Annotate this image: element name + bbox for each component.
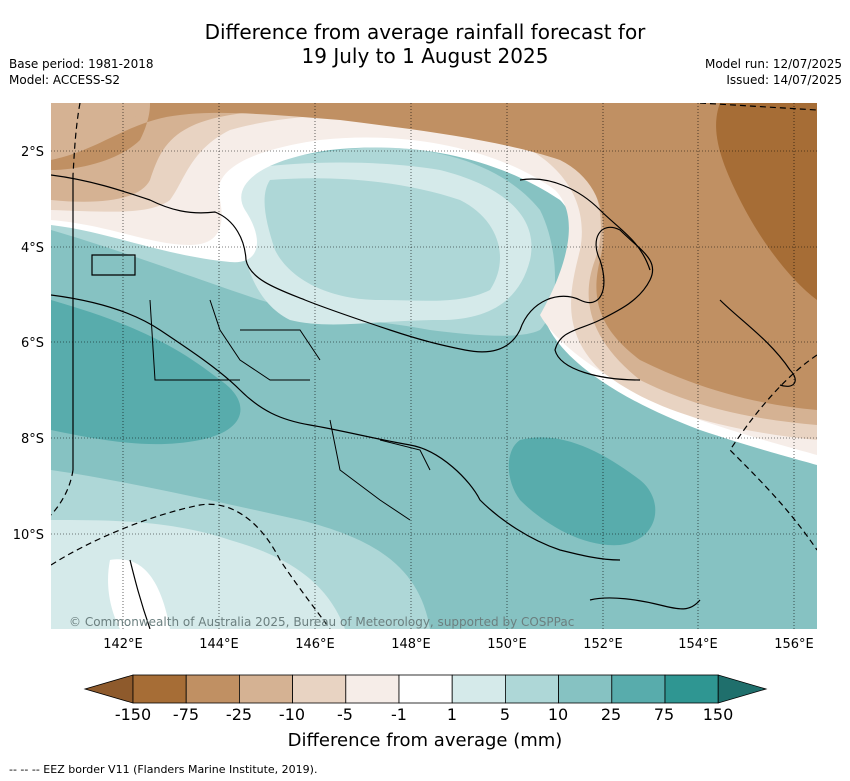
meta-right: Model run: 12/07/2025 Issued: 14/07/2025: [705, 56, 842, 88]
contour-brown-25-75: [51, 103, 817, 410]
lon-tick-labels: 142°E 144°E 146°E 148°E 150°E 152°E 154°…: [103, 637, 814, 652]
lon-tick-label: 144°E: [199, 637, 239, 652]
coastlines: [51, 174, 796, 629]
colorbar-label: 75: [654, 705, 674, 724]
colorbar-label: 5: [500, 705, 510, 724]
colorbar-extend-high: [717, 674, 768, 704]
colorbar-label: 150: [703, 705, 734, 724]
colorbar-cell: [345, 674, 400, 704]
lon-tick-label: 146°E: [295, 637, 335, 652]
colorbar-label: -1: [391, 705, 407, 724]
colorbar-cell: [132, 674, 187, 704]
colorbar-label: -75: [173, 705, 199, 724]
eez-legend-note: -- -- -- EEZ border V11 (Flanders Marine…: [9, 763, 318, 776]
lon-tick-label: 152°E: [583, 637, 623, 652]
lon-tick-label: 154°E: [678, 637, 718, 652]
rainfall-contours: [51, 103, 817, 629]
colorbar-label: 1: [447, 705, 457, 724]
contour-brown-75-150: [716, 103, 817, 300]
colorbar-label: -10: [279, 705, 305, 724]
eez-borders: [51, 103, 817, 629]
lat-tick-label: 2°S: [21, 145, 44, 160]
lat-tick-label: 6°S: [21, 336, 44, 351]
lon-tick-label: 148°E: [391, 637, 431, 652]
map-title-line1: Difference from average rainfall forecas…: [204, 20, 646, 44]
province-borders: [149, 299, 431, 521]
meta-left: Base period: 1981-2018 Model: ACCESS-S2: [9, 56, 154, 88]
lat-tick-labels: 2°S 4°S 6°S 8°S 10°S: [13, 145, 44, 543]
lat-tick-label: 10°S: [13, 528, 44, 543]
contour-teal-5-10-inner: [264, 178, 500, 301]
graticule: [51, 103, 817, 629]
lat-tick-label: 4°S: [21, 241, 44, 256]
model-text: Model: ACCESS-S2: [9, 73, 121, 87]
colorbar-extend-low: [83, 674, 134, 704]
colorbar-cell: [238, 674, 293, 704]
colorbar-cell: [664, 674, 719, 704]
base-period-text: Base period: 1981-2018: [9, 57, 154, 71]
copyright-text: © Commonwealth of Australia 2025, Bureau…: [69, 615, 574, 629]
colorbar-label: -150: [115, 705, 151, 724]
contour-teal-25-75-west: [51, 300, 241, 445]
colorbar-cell: [185, 674, 240, 704]
model-run-text: Model run: 12/07/2025: [704, 57, 842, 71]
contour-teal-25-75-east: [508, 437, 656, 546]
colorbar-cell: [398, 674, 453, 704]
colorbar-label: -25: [226, 705, 252, 724]
map-title-line2: 19 July to 1 August 2025: [301, 44, 549, 68]
colorbar-cells: [83, 674, 768, 704]
colorbar-label: 10: [548, 705, 568, 724]
colorbar-label: 25: [601, 705, 621, 724]
lon-tick-label: 156°E: [774, 637, 814, 652]
lon-tick-label: 150°E: [487, 637, 527, 652]
colorbar-cell: [451, 674, 506, 704]
colorbar-cell: [558, 674, 613, 704]
lon-tick-label: 142°E: [103, 637, 143, 652]
issued-text: Issued: 14/07/2025: [726, 73, 842, 87]
colorbar-labels: -150 -75 -25 -10 -5 -1 1 5 10 25 75 150: [115, 705, 733, 724]
colorbar-cell: [611, 674, 666, 704]
colorbar-cell: [292, 674, 347, 704]
lat-tick-label: 8°S: [21, 432, 44, 447]
colorbar-cell: [504, 674, 559, 704]
colorbar-label: -5: [337, 705, 353, 724]
colorbar-title: Difference from average (mm): [287, 730, 563, 751]
